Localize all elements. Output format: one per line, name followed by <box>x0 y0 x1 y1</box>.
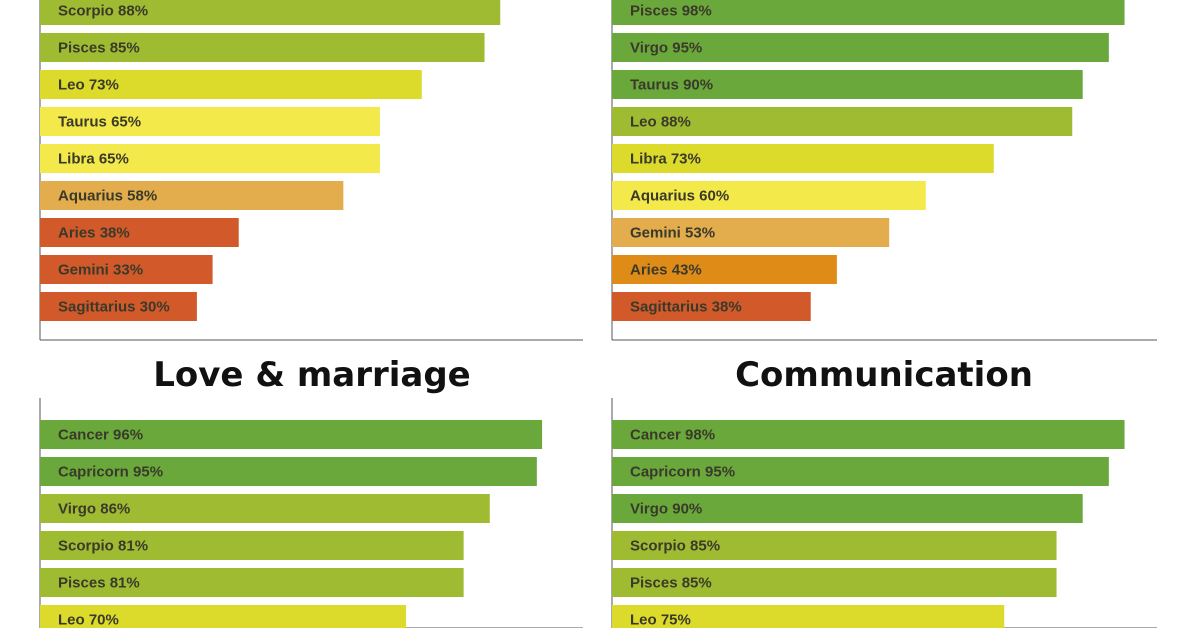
bar-scorpio <box>40 531 464 560</box>
bar-label-cancer: Cancer 96% <box>58 427 143 444</box>
bar-label-pisces: Pisces 85% <box>58 40 140 57</box>
bar-libra <box>612 144 994 173</box>
bar-virgo <box>612 33 1109 62</box>
bar-label-aquarius: Aquarius 58% <box>58 188 157 205</box>
bar-label-virgo: Virgo 90% <box>630 501 702 518</box>
bar-label-capricorn: Capricorn 95% <box>58 464 163 481</box>
bar-taurus <box>40 107 380 136</box>
bar-label-gemini: Gemini 33% <box>58 262 143 279</box>
bar-cancer <box>40 420 543 449</box>
bar-label-leo: Leo 88% <box>630 114 691 131</box>
bar-label-leo: Leo 70% <box>58 612 119 628</box>
bar-label-virgo: Virgo 86% <box>58 501 130 518</box>
bar-label-pisces: Pisces 85% <box>630 575 712 592</box>
bar-label-taurus: Taurus 90% <box>630 77 713 94</box>
bar-cancer <box>612 420 1125 449</box>
bar-taurus <box>612 70 1083 99</box>
bar-aquarius <box>612 181 926 210</box>
bar-pisces <box>612 568 1057 597</box>
bar-pisces <box>40 568 464 597</box>
bar-label-sagittarius: Sagittarius 38% <box>630 299 742 316</box>
chart-top-left: Scorpio 88% Pisces 85% Leo 73% Taurus 65% Li… <box>39 0 583 341</box>
bar-gemini <box>40 255 213 284</box>
bar-label-scorpio: Scorpio 85% <box>630 538 720 555</box>
bar-scorpio <box>40 0 501 25</box>
bar-leo <box>612 605 1005 628</box>
bar-pisces <box>612 0 1125 25</box>
bar-sagittarius <box>612 292 811 321</box>
bar-label-pisces: Pisces 81% <box>58 575 140 592</box>
bar-leo <box>40 70 422 99</box>
bar-label-sagittarius: Sagittarius 30% <box>58 299 170 316</box>
bar-label-leo: Leo 75% <box>630 612 691 628</box>
bar-leo <box>40 605 407 628</box>
chart-love-marriage: Love & marriage Cancer 96% Capricorn 95% Vi… <box>39 355 583 628</box>
chart-title: Love & marriage <box>153 355 470 395</box>
bar-capricorn <box>612 457 1109 486</box>
bar-label-libra: Libra 73% <box>630 151 701 168</box>
bar-sagittarius <box>40 292 197 321</box>
bar-aquarius <box>40 181 344 210</box>
bar-label-cancer: Cancer 98% <box>630 427 715 444</box>
bar-pisces <box>40 33 485 62</box>
bar-label-pisces: Pisces 98% <box>630 3 712 20</box>
bar-label-taurus: Taurus 65% <box>58 114 141 131</box>
bar-label-scorpio: Scorpio 81% <box>58 538 148 555</box>
chart-title: Communication <box>735 355 1033 395</box>
bar-label-gemini: Gemini 53% <box>630 225 715 242</box>
bar-leo <box>612 107 1073 136</box>
bar-libra <box>40 144 380 173</box>
bar-label-aquarius: Aquarius 60% <box>630 188 729 205</box>
bar-label-scorpio: Scorpio 88% <box>58 3 148 20</box>
bar-virgo <box>612 494 1083 523</box>
bar-label-aries: Aries 43% <box>630 262 702 279</box>
bar-gemini <box>612 218 890 247</box>
bar-scorpio <box>612 531 1057 560</box>
bar-label-aries: Aries 38% <box>58 225 130 242</box>
bar-label-libra: Libra 65% <box>58 151 129 168</box>
bar-label-virgo: Virgo 95% <box>630 40 702 57</box>
bar-aries <box>40 218 239 247</box>
bar-virgo <box>40 494 490 523</box>
chart-communication: Communication Cancer 98% Capricorn 95% Virg… <box>611 355 1157 628</box>
bar-aries <box>612 255 837 284</box>
bar-label-leo: Leo 73% <box>58 77 119 94</box>
bar-label-capricorn: Capricorn 95% <box>630 464 735 481</box>
bar-capricorn <box>40 457 537 486</box>
chart-top-right: Pisces 98% Virgo 95% Taurus 90% Leo 88% Libr… <box>611 0 1157 341</box>
